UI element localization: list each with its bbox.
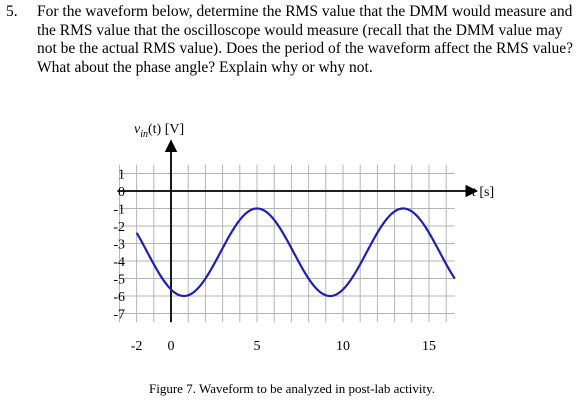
waveform-series bbox=[135, 207, 456, 298]
x-axis-label: t [s] bbox=[472, 185, 494, 200]
x-tick-label: 5 bbox=[254, 339, 261, 354]
y-tick-label: -4 bbox=[113, 255, 125, 270]
y-axis-label: vin(t) [V] bbox=[134, 122, 184, 140]
y-tick-label: -3 bbox=[113, 238, 125, 253]
waveform-line bbox=[135, 207, 456, 298]
y-tick-label: -5 bbox=[113, 273, 125, 288]
y-tick-label: 1 bbox=[118, 168, 125, 183]
question: 5. For the waveform below, determine the… bbox=[6, 3, 580, 77]
chart-grid bbox=[118, 164, 455, 323]
x-tick-label: 10 bbox=[336, 339, 350, 354]
y-tick-label: 0 bbox=[118, 185, 125, 200]
y-tick-label: -2 bbox=[113, 220, 125, 235]
x-tick-label: 15 bbox=[422, 339, 436, 354]
y-tick-label: -7 bbox=[113, 308, 125, 323]
x-tick-label: -2 bbox=[131, 339, 143, 354]
figure-caption: Figure 7. Waveform to be analyzed in pos… bbox=[149, 381, 435, 396]
question-number: 5. bbox=[6, 3, 18, 20]
question-text: For the waveform below, determine the RM… bbox=[37, 3, 574, 76]
chart-axes bbox=[117, 139, 479, 323]
y-tick-label: -1 bbox=[113, 203, 125, 218]
x-tick-label: 0 bbox=[168, 339, 175, 354]
y-tick-label: -6 bbox=[113, 290, 125, 305]
